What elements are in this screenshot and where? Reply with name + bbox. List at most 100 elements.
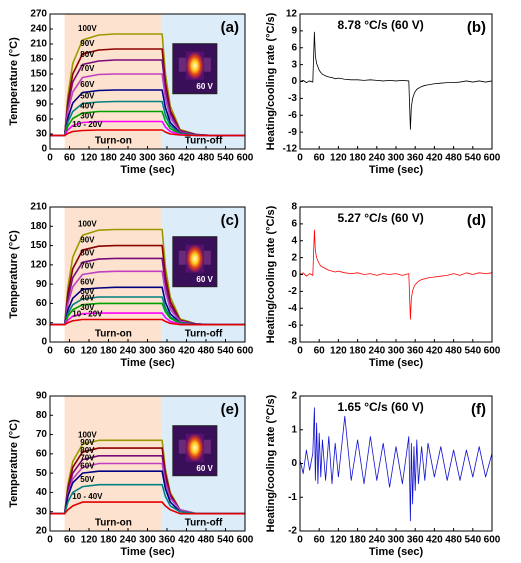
- x-tick-label: 240: [368, 346, 385, 357]
- inset-label: 60 V: [196, 464, 213, 473]
- x-tick-label: 60: [64, 535, 76, 546]
- y-axis-label: Heating/cooling rate (°C/s): [265, 12, 277, 150]
- y-tick-label: 180: [30, 221, 47, 232]
- x-axis-label: Time (sec): [369, 357, 424, 369]
- annotation: 8.78 °C/s (60 V): [338, 18, 424, 32]
- x-tick-label: 120: [330, 346, 347, 357]
- y-tick-label: 60: [36, 114, 48, 125]
- curve-label: 80V: [80, 50, 95, 59]
- curve-label: 50V: [80, 287, 95, 296]
- x-tick-label: 480: [445, 535, 462, 546]
- x-tick-label: 180: [100, 535, 117, 546]
- x-tick-label: 360: [159, 535, 176, 546]
- x-tick-label: 600: [484, 153, 501, 164]
- x-tick-label: 240: [120, 153, 137, 164]
- plot-lines: [50, 439, 245, 515]
- series-line: [50, 129, 245, 137]
- y-tick-label: 210: [30, 39, 47, 50]
- annotation: 1.65 °C/s (60 V): [338, 400, 424, 414]
- x-tick-label: 180: [100, 346, 117, 357]
- x-tick-label: 0: [297, 535, 303, 546]
- y-tick-label: -2: [288, 286, 297, 297]
- curve-label: 40V: [80, 102, 95, 111]
- x-tick-label: 420: [178, 153, 195, 164]
- curve-label: 60V: [80, 461, 95, 470]
- x-tick-label: 300: [139, 153, 156, 164]
- curve-label: 60V: [80, 277, 95, 286]
- x-tick-label: 0: [47, 346, 53, 357]
- curve-label: 30V: [80, 112, 95, 121]
- curve-label: 70V: [80, 64, 95, 73]
- series-line: [300, 407, 492, 522]
- plot-lines: [300, 229, 492, 320]
- curve-label: 30V: [80, 303, 95, 312]
- y-tick-label: -6: [288, 110, 297, 121]
- x-tick-label: 120: [330, 535, 347, 546]
- y-tick-label: 30: [36, 129, 48, 140]
- y-tick-label: 180: [30, 54, 47, 65]
- panel-label: (f): [471, 401, 486, 418]
- y-tick-label: 70: [36, 429, 48, 440]
- x-tick-label: 60: [64, 346, 76, 357]
- x-tick-label: 420: [178, 346, 195, 357]
- series-line: [300, 31, 492, 130]
- y-tick-label: -4: [288, 303, 297, 314]
- y-axis-label: Temperature (°C): [8, 419, 20, 508]
- x-tick-label: 240: [120, 535, 137, 546]
- annotation: 5.27 °C/s (60 V): [338, 211, 424, 225]
- x-tick-label: 360: [407, 153, 424, 164]
- y-tick-label: 240: [30, 24, 47, 35]
- y-tick-label: -9: [288, 127, 297, 138]
- y-tick-label: -8: [288, 337, 297, 348]
- curve-label: 10 - 20V: [72, 310, 103, 319]
- y-tick-label: 60: [36, 298, 48, 309]
- x-tick-label: 360: [159, 346, 176, 357]
- y-tick-label: 120: [30, 84, 47, 95]
- y-tick-label: 90: [36, 391, 48, 402]
- curve-label: 50V: [80, 475, 95, 484]
- panel-label: (e): [221, 401, 239, 418]
- plot-lines: [300, 407, 492, 522]
- y-tick-label: 80: [36, 410, 48, 421]
- x-tick-label: 120: [81, 346, 98, 357]
- x-tick-label: 300: [139, 535, 156, 546]
- x-tick-label: 600: [237, 346, 254, 357]
- y-tick-label: 30: [36, 506, 48, 517]
- curve-label: 90V: [80, 236, 95, 245]
- region-label: Turn-off: [185, 518, 223, 529]
- x-tick-label: 360: [407, 346, 424, 357]
- x-tick-label: 60: [64, 153, 76, 164]
- plot-lines: [50, 228, 245, 326]
- y-tick-label: 1: [291, 424, 297, 435]
- y-axis-label: Temperature (°C): [8, 37, 20, 126]
- y-tick-label: 0: [291, 269, 297, 280]
- x-tick-label: 300: [388, 153, 405, 164]
- y-tick-label: 4: [291, 235, 297, 246]
- panel-label: (c): [221, 212, 239, 229]
- y-tick-label: 0: [291, 76, 297, 87]
- x-tick-label: 360: [159, 153, 176, 164]
- x-tick-label: 600: [237, 535, 254, 546]
- plot-lines: [50, 33, 245, 137]
- curve-label: 70V: [80, 261, 95, 270]
- x-tick-label: 0: [47, 535, 53, 546]
- region-label: Turn-off: [185, 136, 223, 147]
- panel: Turn-on Turn-off100V90V80V70V60V50V40V30V…: [8, 9, 254, 176]
- x-tick-label: 480: [445, 153, 462, 164]
- inset-hot: [185, 433, 204, 462]
- x-tick-label: 180: [349, 535, 366, 546]
- y-axis-label: Temperature (°C): [8, 230, 20, 319]
- y-tick-label: 6: [291, 219, 297, 230]
- series-line: [50, 318, 245, 326]
- curve-label: 50V: [80, 92, 95, 101]
- y-tick-label: 50: [36, 468, 48, 479]
- panel: 1.65 °C/s (60 V) (f)0 60 120 180 240 300 360 420…: [265, 391, 501, 558]
- series-line: [50, 501, 245, 515]
- x-tick-label: 600: [484, 346, 501, 357]
- inset-hot: [185, 244, 204, 273]
- x-tick-label: 420: [426, 535, 443, 546]
- panel: Turn-on Turn-off100V90V80V70V60V50V40V30V…: [8, 202, 254, 369]
- y-axis-label: Heating/cooling rate (°C/s): [265, 394, 277, 532]
